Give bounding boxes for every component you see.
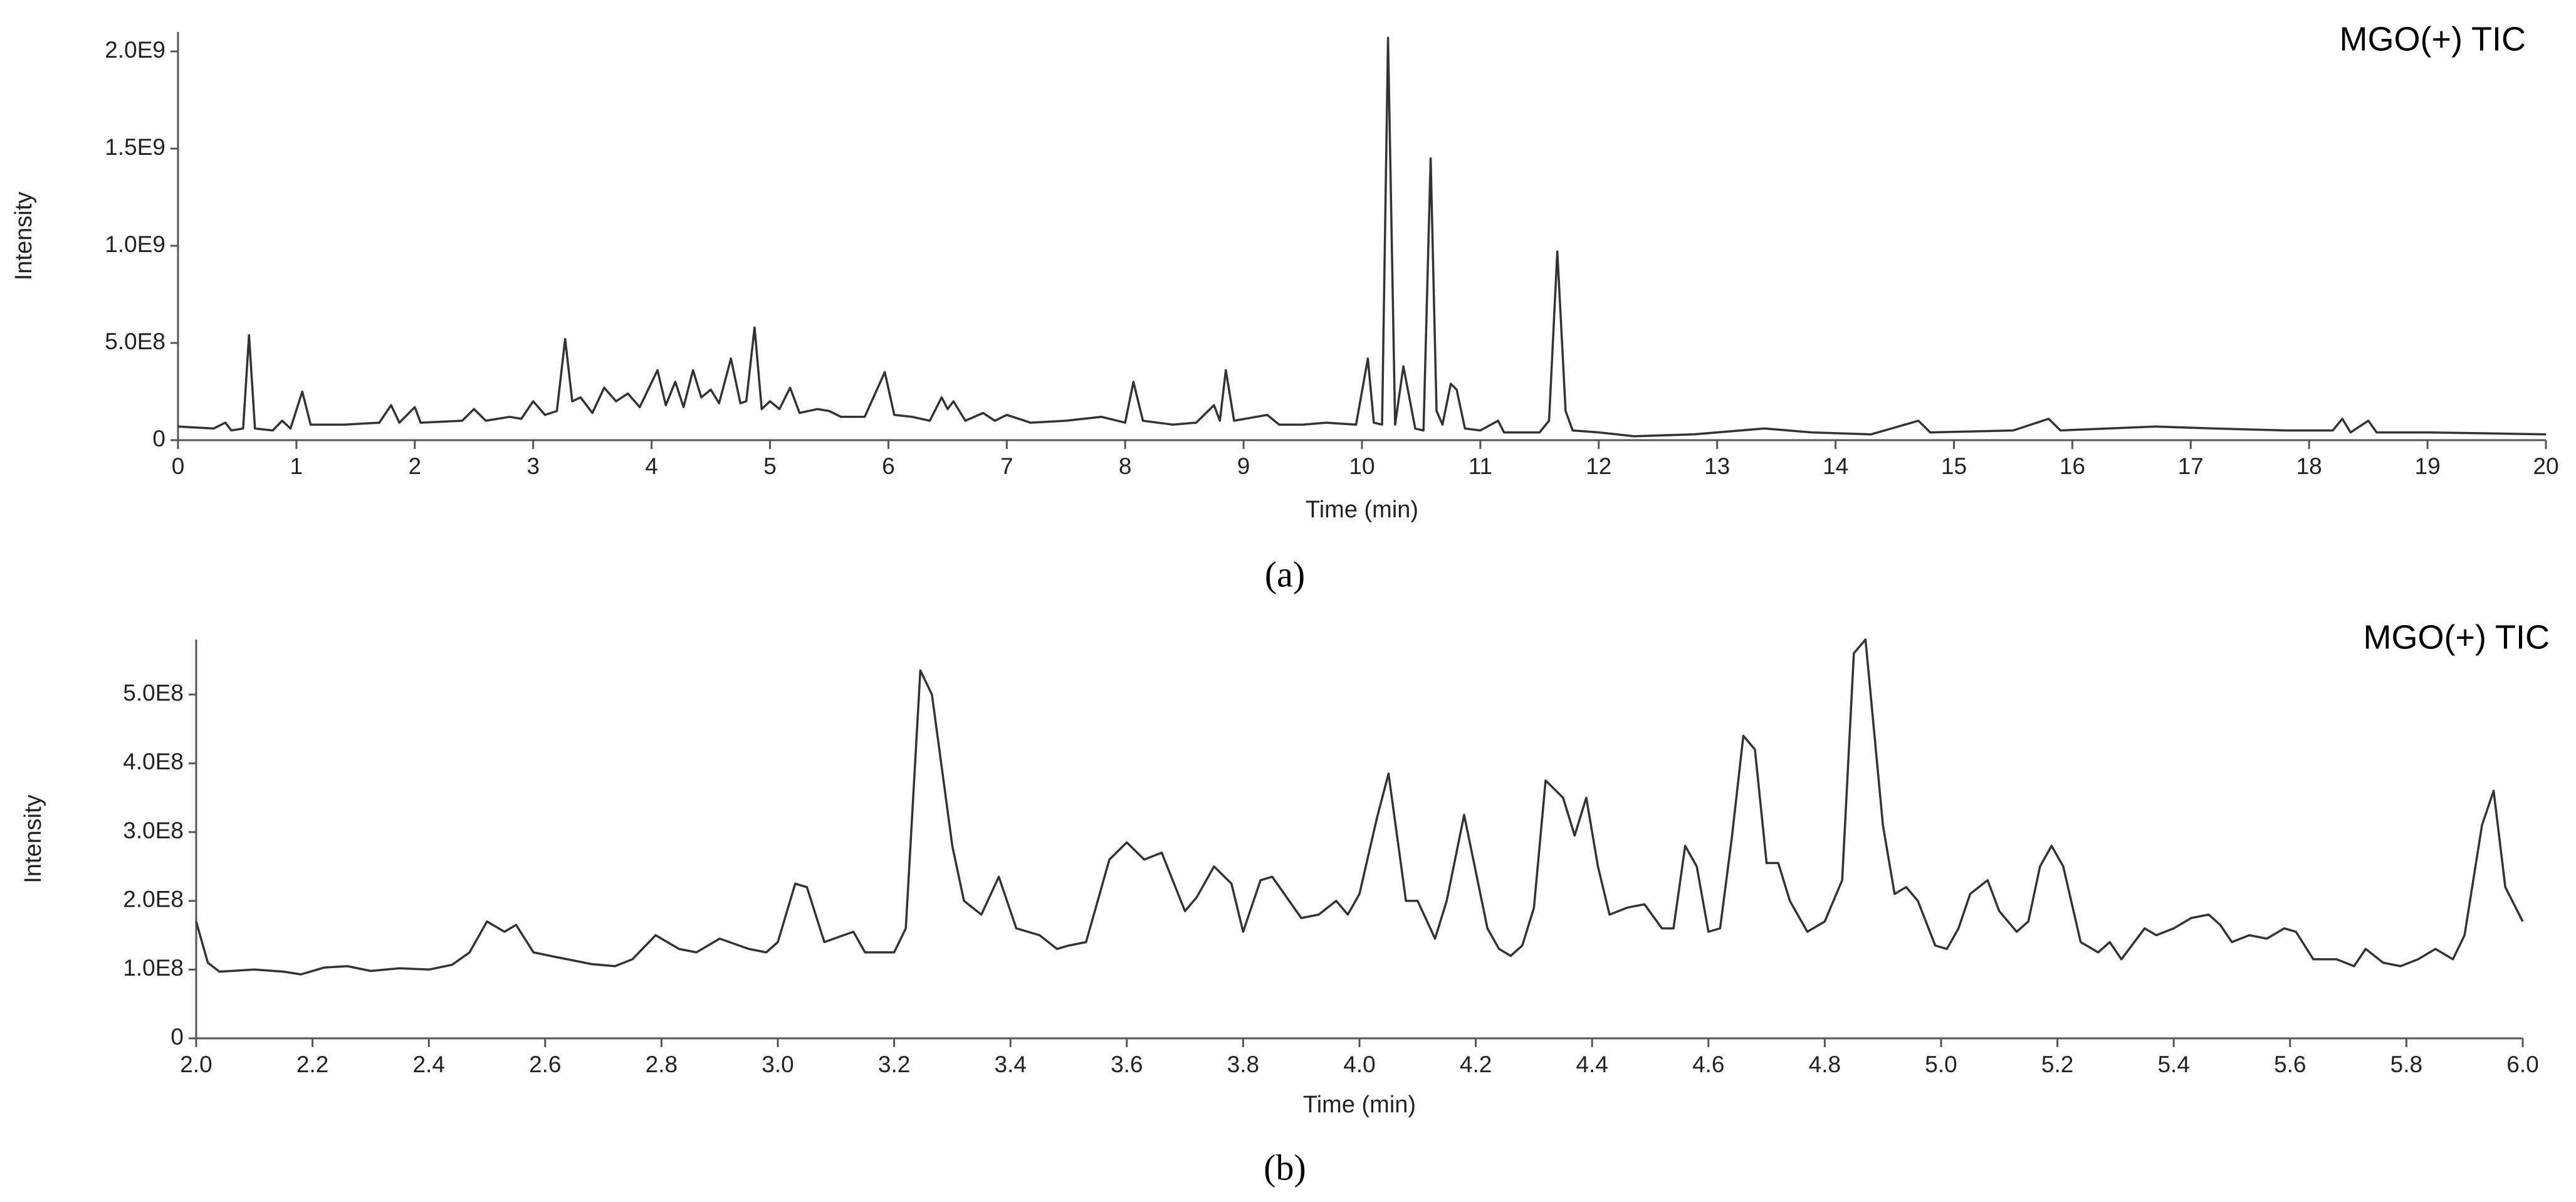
- y-tick-label: 5.0E8: [105, 329, 165, 354]
- x-tick-label: 2.6: [529, 1052, 561, 1077]
- y-tick-label: 0: [170, 1024, 184, 1050]
- y-tick-label: 2.0E8: [123, 886, 184, 912]
- x-tick-label: 9: [1237, 453, 1250, 479]
- y-tick-label: 2.0E9: [105, 37, 165, 63]
- x-tick-label: 20: [2533, 453, 2558, 479]
- x-tick-label: 4.8: [1809, 1052, 1841, 1077]
- x-tick-label: 2: [409, 453, 422, 479]
- x-tick-label: 1: [290, 453, 303, 479]
- x-tick-label: 0: [172, 453, 185, 479]
- caption: (b): [1264, 1147, 1306, 1188]
- x-tick-label: 17: [2178, 453, 2204, 479]
- x-tick-label: 5.4: [2157, 1052, 2189, 1077]
- x-tick-label: 5.2: [2041, 1052, 2073, 1077]
- y-tick-label: 0: [152, 426, 165, 451]
- x-tick-label: 15: [1941, 453, 1967, 479]
- y-tick-label: 1.5E9: [105, 134, 165, 160]
- x-tick-label: 6.0: [2506, 1052, 2538, 1077]
- x-tick-label: 18: [2296, 453, 2322, 479]
- x-tick-label: 19: [2415, 453, 2441, 479]
- x-tick-label: 13: [1704, 453, 1730, 479]
- data-line: [195, 638, 2524, 976]
- x-tick-label: 3.4: [994, 1052, 1026, 1077]
- x-tick-label: 2.0: [180, 1052, 212, 1077]
- y-axis-label: Intensity: [20, 794, 46, 883]
- x-tick-label: 4: [645, 453, 658, 479]
- x-tick-label: 7: [1000, 453, 1013, 479]
- x-tick-label: 3.0: [762, 1052, 793, 1077]
- x-tick-label: 14: [1823, 453, 1848, 479]
- x-tick-label: 16: [2060, 453, 2085, 479]
- x-tick-label: 6: [882, 453, 895, 479]
- x-tick-label: 5.8: [2390, 1052, 2422, 1077]
- y-tick-label: 3.0E8: [123, 818, 184, 843]
- x-tick-label: 10: [1349, 453, 1374, 479]
- chart-title: MGO(+) TIC: [2363, 618, 2550, 656]
- caption: (a): [1265, 554, 1305, 594]
- x-axis-label: Time (min): [1306, 497, 1418, 523]
- x-tick-label: 3.6: [1111, 1052, 1143, 1077]
- y-tick-label: 1.0E8: [123, 955, 184, 981]
- x-tick-label: 3: [526, 453, 540, 479]
- x-tick-label: 4.4: [1576, 1052, 1608, 1077]
- chart-title: MGO(+) TIC: [2339, 20, 2526, 58]
- x-tick-label: 11: [1469, 453, 1492, 479]
- y-tick-label: 4.0E8: [123, 749, 184, 774]
- x-axis-label: Time (min): [1303, 1092, 1416, 1118]
- x-tick-label: 4.6: [1692, 1052, 1724, 1077]
- x-tick-label: 2.2: [296, 1052, 328, 1077]
- x-tick-label: 2.8: [646, 1052, 678, 1077]
- x-tick-label: 2.4: [412, 1052, 444, 1077]
- x-tick-label: 5: [763, 453, 777, 479]
- x-tick-label: 12: [1586, 453, 1611, 479]
- x-tick-label: 8: [1119, 453, 1132, 479]
- x-tick-label: 4.0: [1343, 1052, 1375, 1077]
- x-tick-label: 5.0: [1925, 1052, 1957, 1077]
- y-tick-label: 5.0E8: [123, 680, 184, 706]
- x-tick-label: 4.2: [1460, 1052, 1492, 1077]
- x-tick-label: 3.2: [878, 1052, 910, 1077]
- x-tick-label: 5.6: [2274, 1052, 2306, 1077]
- y-tick-label: 1.0E9: [105, 231, 165, 257]
- data-line: [177, 36, 2547, 438]
- y-axis-label: Intensity: [11, 192, 37, 281]
- x-tick-label: 3.8: [1227, 1052, 1259, 1077]
